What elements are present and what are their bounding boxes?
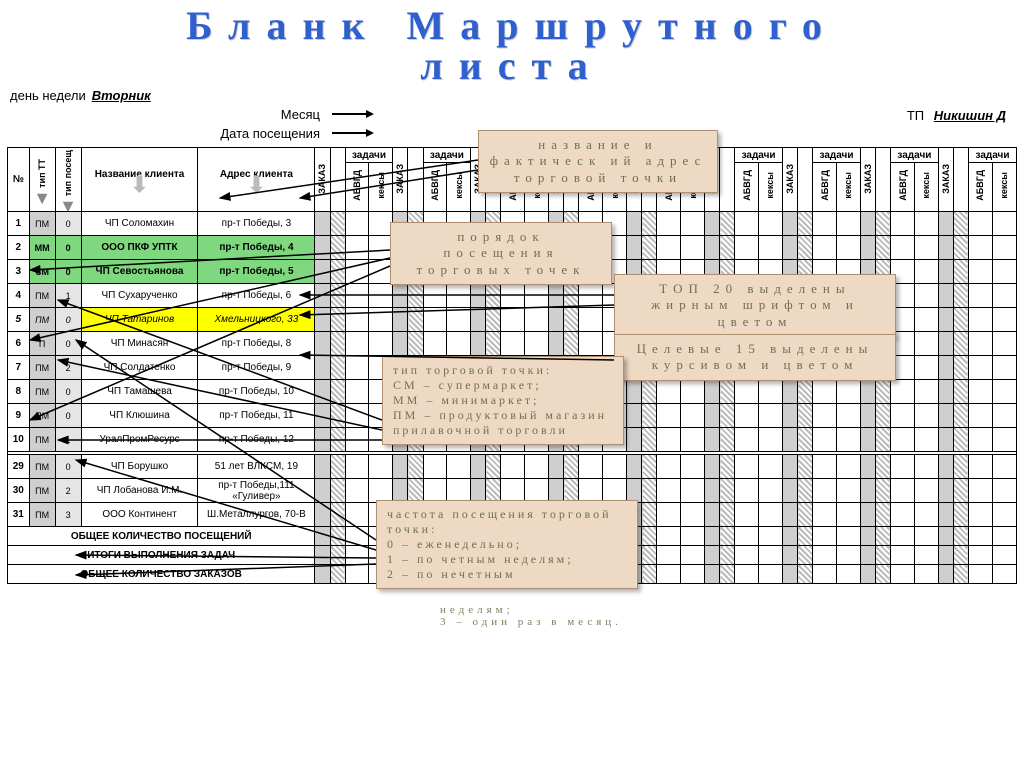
callout-target15: Целевые 15 выделены курсивом и цветом	[614, 334, 896, 381]
col-addr: Адрес клиента⬇	[198, 148, 315, 212]
table-row: 29ПМ0ЧП Борушко51 лет ВЛКСМ, 19	[8, 455, 1017, 479]
callout-freq-cont: неделям; 3 – один раз в месяц.	[440, 604, 622, 628]
col-type: тип ТТ▼	[29, 148, 55, 212]
arrow-icon	[332, 132, 372, 135]
tp-block: ТП Никишин Д	[907, 108, 1006, 123]
callout-name-addr: название и фактическ ий адрес торговой т…	[478, 130, 718, 193]
visit-date-label: Дата посещения	[10, 126, 326, 141]
title-line2: листа	[0, 46, 1024, 86]
month-label: Месяц	[10, 107, 326, 122]
col-tasks: задачи	[345, 148, 393, 163]
callout-freq: частота посещения торговой точки: 0 – еж…	[376, 500, 638, 589]
tp-label: ТП	[907, 108, 924, 123]
col-freq: тип посещ▼	[55, 148, 81, 212]
col-num: №	[8, 148, 30, 212]
day-label: день недели	[10, 88, 86, 103]
day-value: Вторник	[92, 88, 151, 103]
tp-value: Никишин Д	[934, 108, 1006, 123]
callout-top20: ТОП 20 выделены жирным шрифтом и цветом	[614, 274, 896, 337]
callout-types: тип торговой точки: СМ – супермаркет; ММ…	[382, 356, 624, 445]
col-zakaz: ЗАКАЗ	[315, 148, 330, 212]
page-title: Бланк Маршрутного листа	[0, 0, 1024, 86]
arrow-icon	[332, 113, 372, 116]
callout-order: порядок посещения торговых точек	[390, 222, 612, 285]
col-client: Название клиента⬇	[81, 148, 198, 212]
title-line1: Бланк Маршрутного	[0, 6, 1024, 46]
